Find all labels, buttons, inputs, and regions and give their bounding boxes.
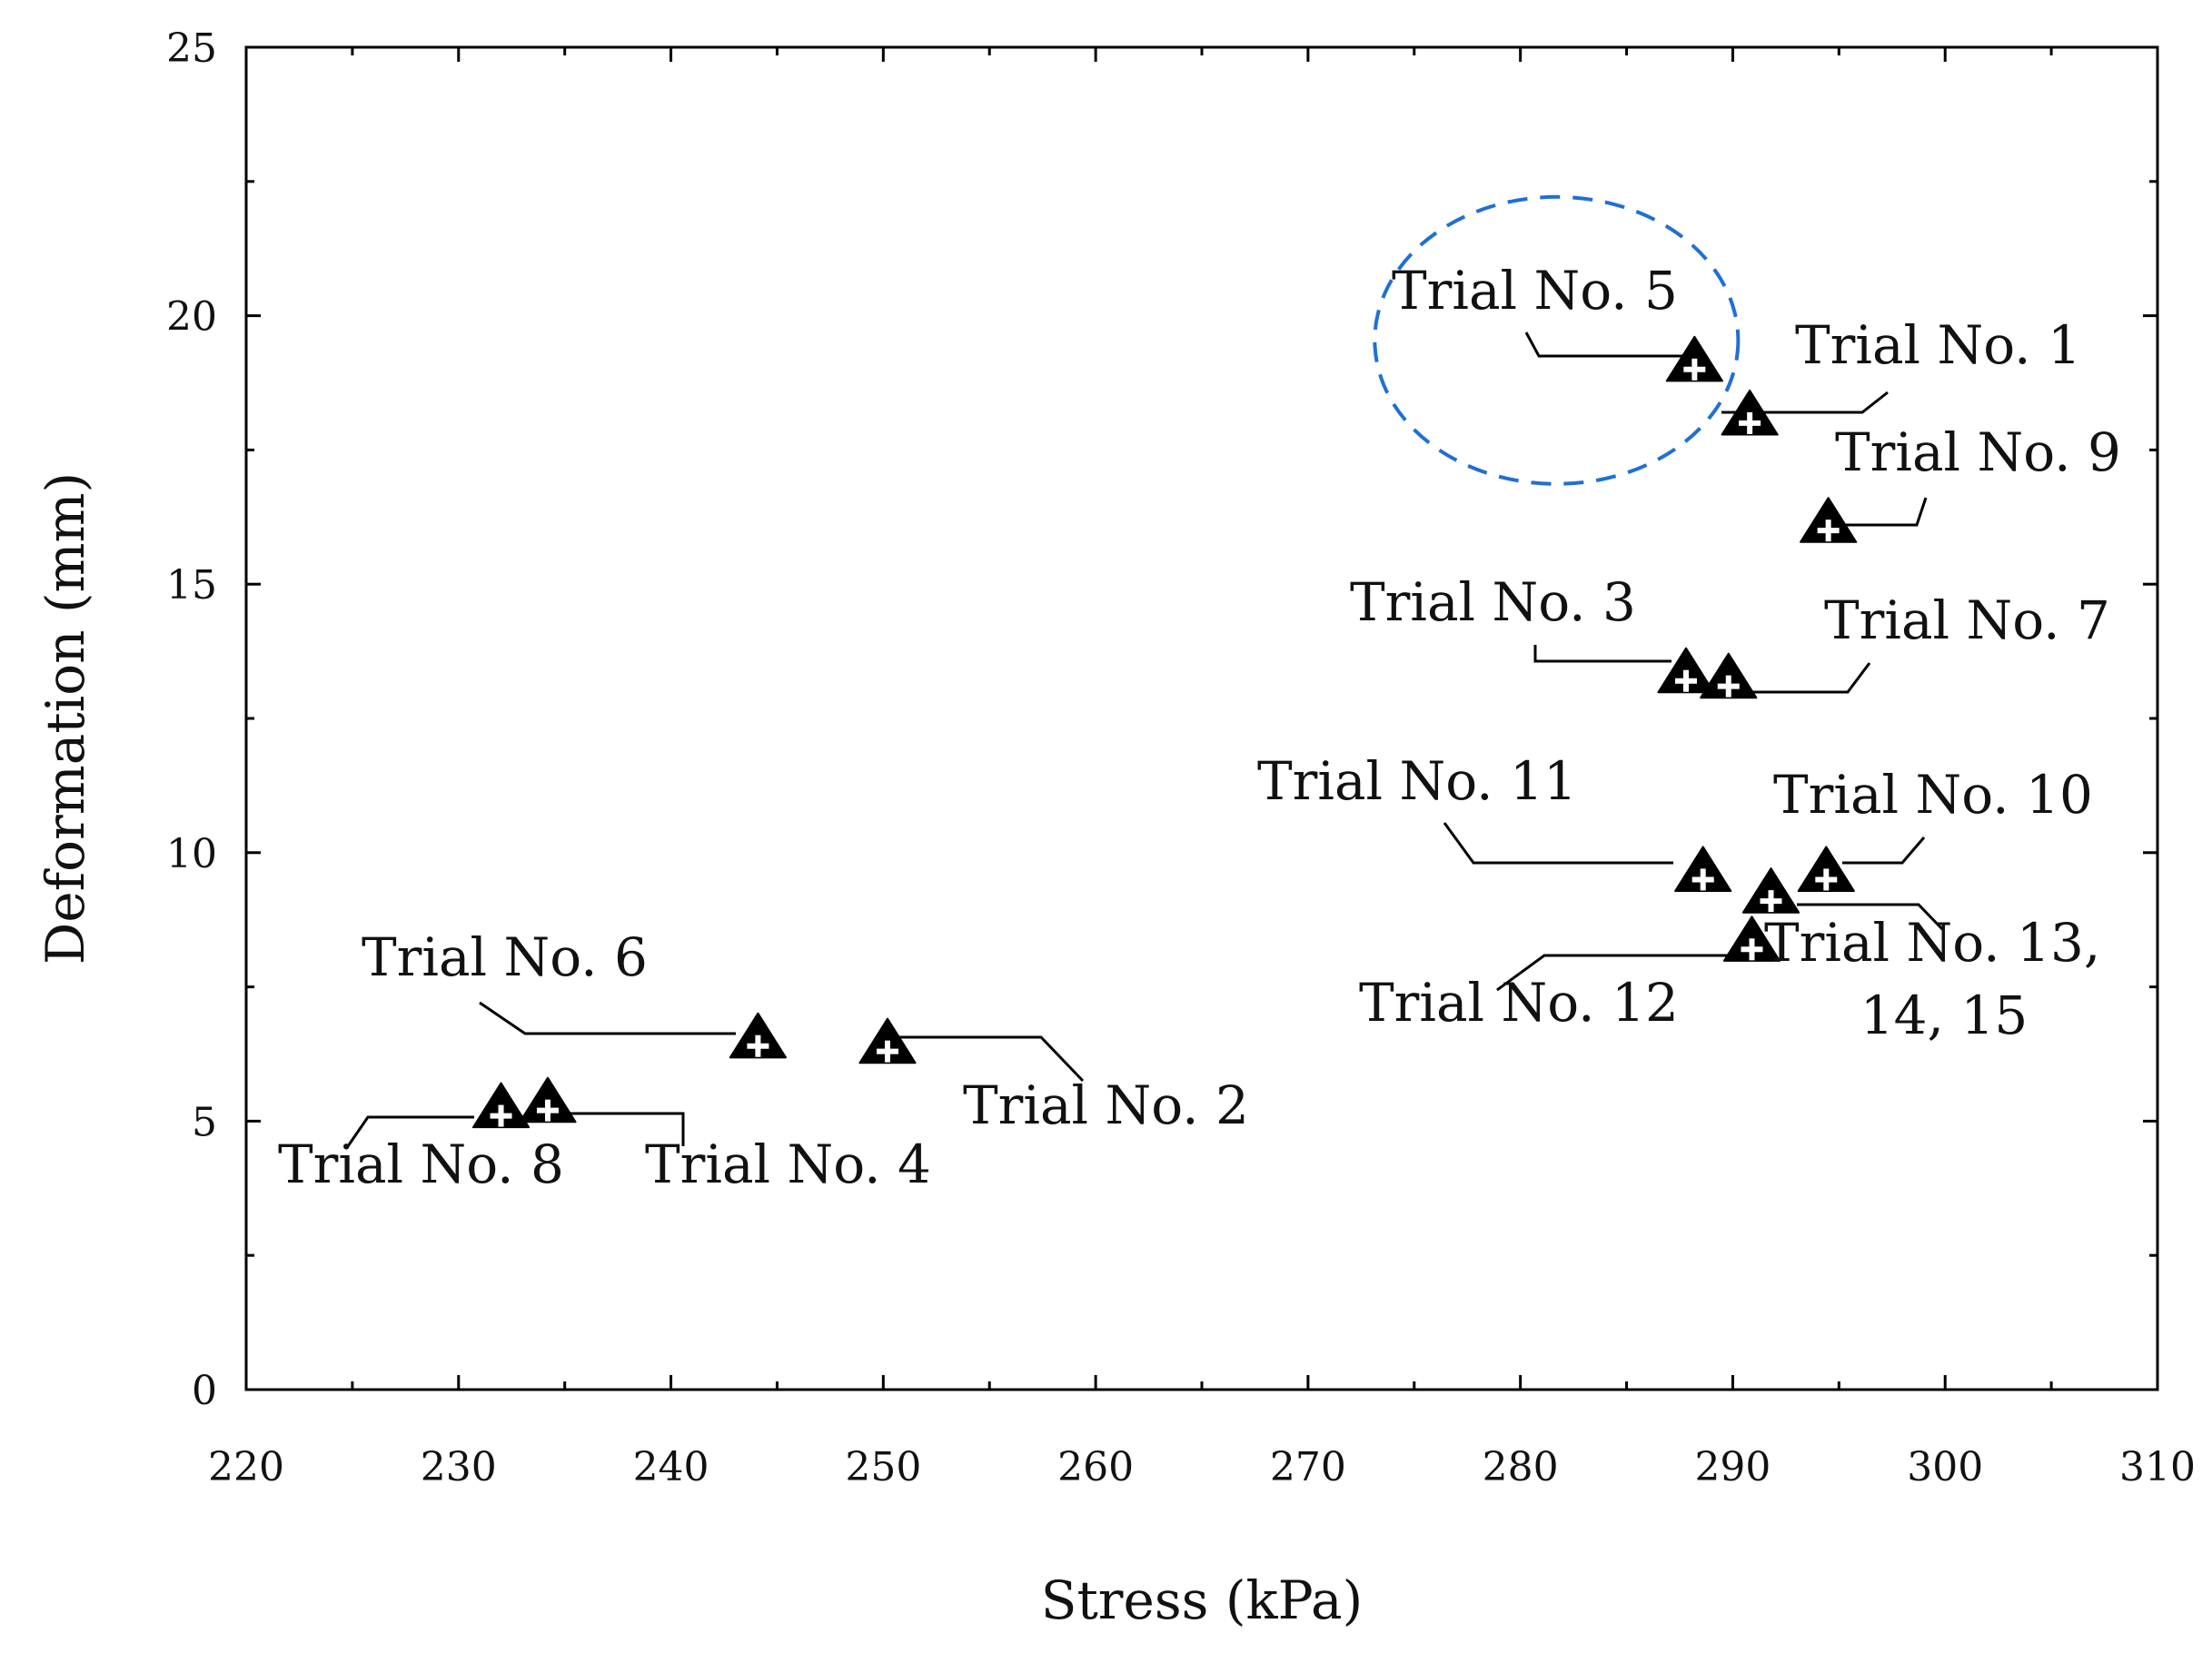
x-tick-label: 260 xyxy=(1057,1444,1134,1490)
axis-ticks xyxy=(244,45,2159,1391)
point-label: Trial No. 6 xyxy=(362,926,648,988)
point-label: Trial No. 7 xyxy=(1824,589,2110,651)
y-tick-label: 20 xyxy=(166,294,217,341)
leader-line xyxy=(479,1001,736,1035)
point-labels: Trial No. 1 Trial No. 2 Trial No. 3 Trial N… xyxy=(278,260,2121,1195)
annotations xyxy=(1373,194,1741,486)
point-label: Trial No. 4 xyxy=(645,1133,931,1195)
data-point xyxy=(519,1076,577,1123)
point-label: Trial No. 2 xyxy=(963,1074,1249,1136)
data-point xyxy=(1674,846,1732,893)
leader-line xyxy=(892,1035,1085,1083)
leader-line xyxy=(346,1115,474,1147)
point-label: Trial No. 8 xyxy=(278,1133,564,1195)
leader-line xyxy=(1842,836,1926,865)
point-label-continued: 14, 15 xyxy=(1860,985,2028,1046)
x-axis-title: Stress (kPa) xyxy=(1041,1569,1363,1631)
data-point xyxy=(1657,647,1715,694)
leader-line xyxy=(1443,822,1673,865)
y-tick-labels: 0 5 10 15 20 25 xyxy=(166,25,217,1414)
x-tick-labels: 220 230 240 250 260 270 280 290 300 310 xyxy=(208,1444,2196,1490)
data-point xyxy=(1722,916,1781,962)
leader-line xyxy=(1797,903,1946,933)
leader-line xyxy=(1721,391,1889,414)
leader-lines xyxy=(346,332,1946,1147)
data-point xyxy=(729,1012,788,1059)
x-tick-label: 240 xyxy=(633,1444,709,1490)
point-label: Trial No. 10 xyxy=(1773,764,2093,826)
y-tick-label: 5 xyxy=(192,1099,217,1145)
point-label: Trial No. 9 xyxy=(1835,421,2121,483)
point-label: Trial No. 5 xyxy=(1392,260,1678,322)
highlight-ellipse xyxy=(1373,194,1741,486)
x-tick-label: 250 xyxy=(845,1444,921,1490)
y-tick-label: 0 xyxy=(192,1368,217,1414)
x-tick-label: 280 xyxy=(1483,1444,1559,1490)
point-label: Trial No. 3 xyxy=(1350,571,1636,633)
point-label: Trial No. 11 xyxy=(1257,750,1577,812)
x-tick-label: 290 xyxy=(1694,1444,1771,1490)
data-point xyxy=(471,1082,531,1129)
data-point xyxy=(1721,389,1779,436)
data-point xyxy=(1800,497,1858,543)
point-label: Trial No. 13, xyxy=(1764,912,2100,974)
x-tick-label: 220 xyxy=(208,1444,284,1490)
data-points xyxy=(471,335,1858,1129)
x-tick-label: 270 xyxy=(1270,1444,1346,1490)
point-label: Trial No. 1 xyxy=(1795,314,2081,376)
leader-line xyxy=(1533,645,1671,663)
data-point xyxy=(1700,652,1758,699)
y-tick-label: 25 xyxy=(166,25,217,72)
y-tick-label: 15 xyxy=(166,562,217,609)
y-axis-title: Deformation (mm) xyxy=(35,472,96,965)
leader-line xyxy=(558,1112,685,1146)
data-point xyxy=(1797,846,1855,893)
x-tick-label: 300 xyxy=(1907,1444,1983,1490)
leader-line xyxy=(1524,332,1688,358)
y-tick-label: 10 xyxy=(166,831,217,877)
data-point xyxy=(1741,867,1800,914)
x-tick-label: 230 xyxy=(421,1444,497,1490)
leader-line xyxy=(1496,954,1744,992)
leader-line xyxy=(1842,497,1928,527)
leader-line xyxy=(1708,662,1871,694)
data-point xyxy=(1665,335,1723,382)
data-point xyxy=(858,1017,917,1064)
point-label: Trial No. 12 xyxy=(1359,972,1679,1034)
x-tick-label: 310 xyxy=(2119,1444,2196,1490)
